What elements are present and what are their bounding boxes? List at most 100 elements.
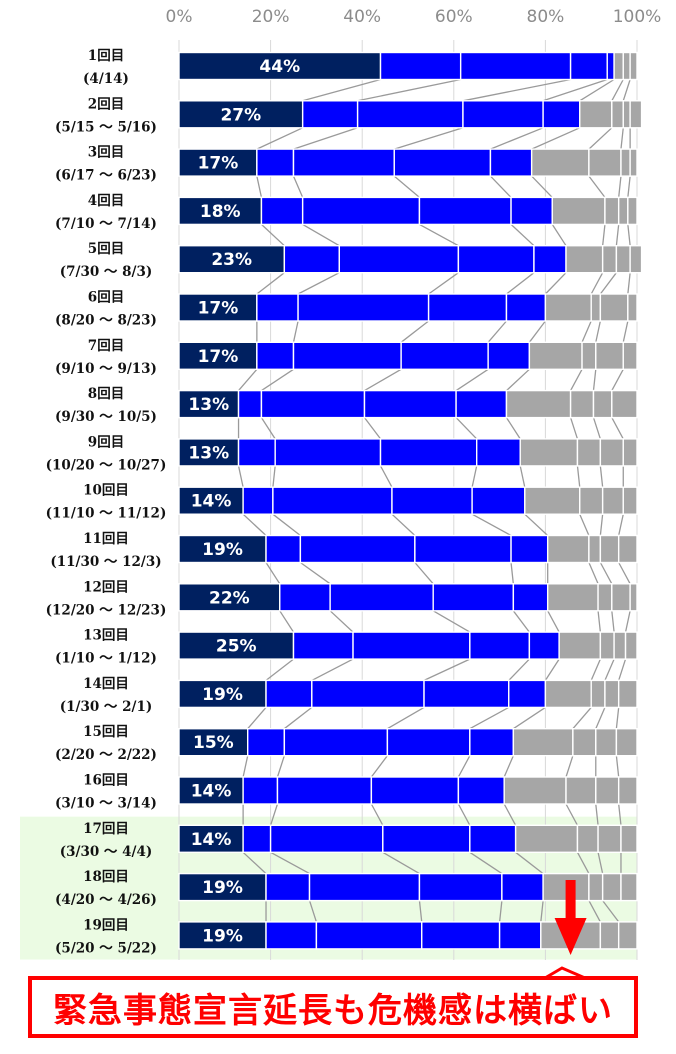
connector-line [394,127,464,150]
connector-line [489,175,512,198]
bar-segment [487,341,531,370]
connector-line [627,272,631,295]
row-label-round: 14回目 [83,676,129,692]
bar-segment [588,534,602,564]
bar-segment [274,438,382,467]
connector-line [572,706,592,730]
connector-line [620,127,624,150]
bar-segment [489,148,533,177]
bar-segment [501,872,544,902]
bar-segment [242,824,272,853]
bar-value-label: 19% [202,685,243,705]
connector-line [455,417,478,440]
bar-segment [455,389,508,419]
bar-layer: 44% 27% 17% 18% 23% 17% 17% 13% 13% 14% 19% 22% 25% 1… [178,51,643,950]
bar-segment [308,872,421,902]
bar-segment [544,293,592,322]
bar-value-label: 17% [198,347,239,367]
row-label-dates: (12/20 ～ 12/23) [46,602,167,618]
bar-segment [519,438,579,467]
bar-segment [606,51,615,81]
row-label-round: 15回目 [83,724,129,740]
connector-line [592,369,597,391]
bar-segment [457,244,535,274]
connector-line [302,223,340,247]
bar-segment [265,534,302,564]
bar-value-label: 19% [202,926,243,946]
bar-segment [256,293,299,322]
row-label-dates: (1/30 ～ 2/1) [60,699,153,715]
bar-segment [178,148,258,177]
bar-segment [613,631,627,660]
bar-segment [514,824,579,853]
bar-segment [269,824,384,853]
connector-line [242,513,267,536]
bar-segment [379,438,478,467]
connector-line [508,658,530,681]
bar-segment [363,389,457,419]
connector-line [297,272,340,295]
connector-line [329,610,354,633]
connector-line [357,78,461,102]
bar-value-label: 13% [188,395,229,415]
connector-line [272,465,276,488]
bar-segment [329,583,434,612]
bar-segment [613,51,624,81]
bar-segment [338,244,460,274]
connector-line [503,803,517,826]
connector-line [498,900,503,922]
connector-line [506,368,530,392]
connector-line [391,513,416,536]
connector-line [590,272,604,295]
bar-segment [283,728,389,757]
bar-segment [178,679,267,709]
connector-line [469,706,510,730]
connector-line [542,78,608,102]
bar-segment [629,244,643,274]
connector-line [299,561,331,585]
row-label-round: 9回目 [88,434,124,450]
connector-line [579,513,590,536]
row-label-dates: (5/15 ～ 5/16) [55,119,157,135]
connector-line [579,78,615,102]
bar-value-label: 22% [209,588,250,608]
arrow-head-icon [554,918,587,955]
connector-line [462,78,571,102]
connector-line [588,562,599,585]
bar-segment [597,583,613,612]
connector-line [615,707,620,729]
bar-segment [617,534,638,564]
x-tick-label: 40% [343,7,381,27]
bar-segment [315,921,423,950]
connector-line [455,368,489,392]
row-label-dates: (4/14) [83,71,129,87]
connector-line [512,706,546,730]
connector-line [615,224,620,246]
bar-segment [292,148,395,177]
arrow-shaft [565,880,576,920]
connector-line [457,755,471,778]
bar-segment [533,244,567,274]
x-tick-label: 60% [435,7,473,27]
bar-segment [512,583,549,612]
bar-segment [279,583,331,612]
connector-line [592,417,601,440]
connector-line [588,900,601,923]
connector-line [599,272,617,295]
row-label-dates: (9/30 ～ 10/5) [55,409,157,425]
connector-line [387,706,425,730]
connector-line [256,175,263,198]
row-label-round: 13回目 [83,628,129,644]
bar-segment [505,389,572,419]
connector-line [428,272,459,295]
connector-line [242,851,267,875]
connector-line [276,755,285,778]
bar-segment [604,679,620,709]
connector-line [260,417,276,440]
connector-line [237,465,244,488]
connector-line [471,465,478,488]
bar-segment [178,921,267,950]
row-label-dates: (2/20 ～ 2/22) [55,747,157,763]
connector-line [618,176,622,198]
connector-line [544,272,567,295]
